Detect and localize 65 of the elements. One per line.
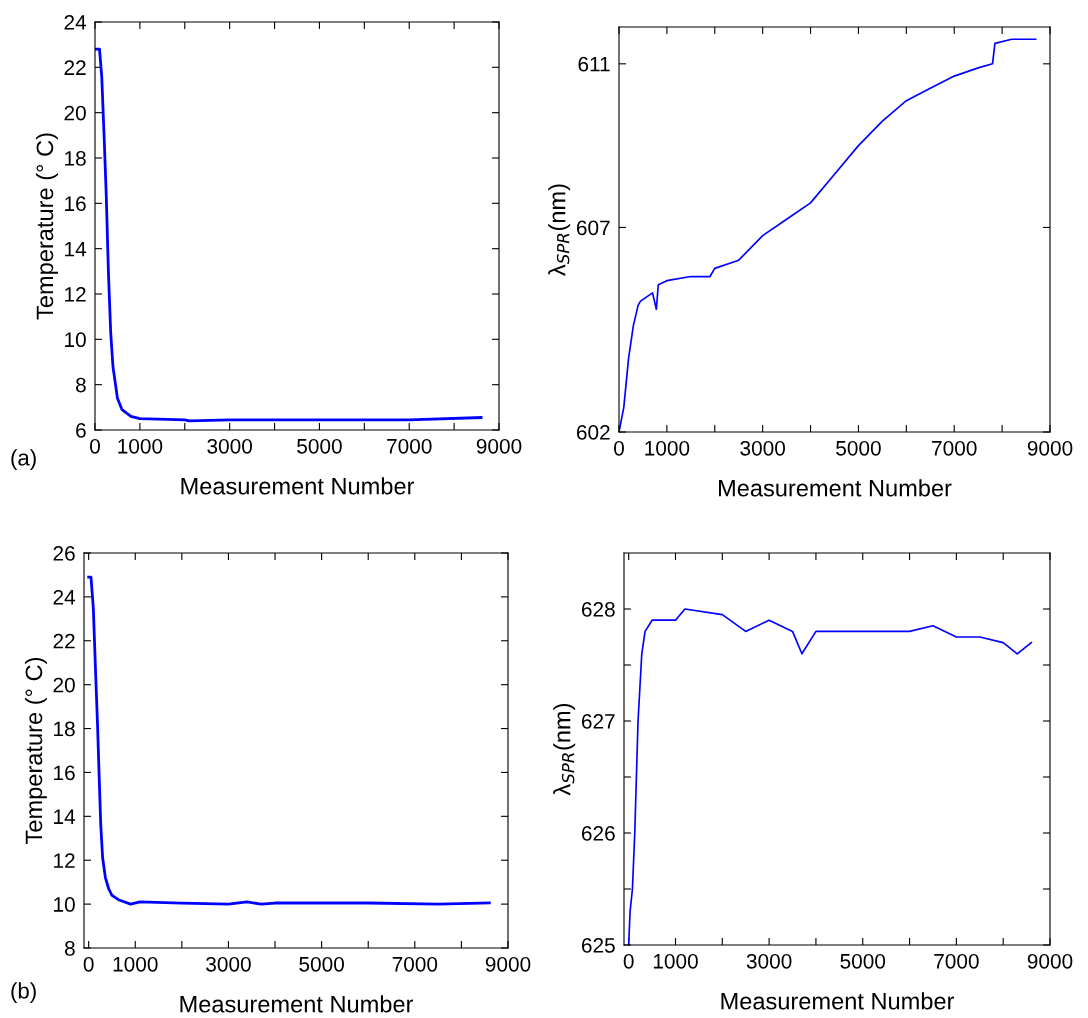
x-tick-label: 7000 [934,953,979,969]
x-tick-label: 3000 [740,440,786,456]
y-tick-label: 22 [53,633,75,649]
x-tick-label: 1000 [645,440,690,456]
x-axis-title: Measurement Number [181,477,415,495]
x-tick-label: 0 [83,956,94,972]
y-tick-label: 18 [54,721,75,737]
x-tick-label: 5000 [836,440,881,456]
y-tick-label: 6 [76,423,86,438]
y-tick-label: 14 [65,241,87,257]
x-axis-title: Measurement Number [180,995,414,1013]
x-tick-label: 0 [623,953,634,969]
y-tick-label: 16 [65,196,86,212]
y-axis-title: Temperature (° C) [24,658,47,844]
x-tick-label: 1000 [118,438,163,454]
x-tick-label: 7000 [932,440,977,456]
line-series [619,38,1037,432]
x-tick-label: 9000 [1027,440,1073,456]
y-axis-title: Temperature (° C) [35,133,58,320]
x-tick-label: 0 [614,440,624,456]
y-axis-title: λ$_{SPR}$(nm) [548,184,571,276]
y-tick-label: 626 [581,826,615,841]
y-tick-label: 627 [581,714,615,729]
line-series [95,47,483,423]
x-tick-label: 1000 [113,956,158,972]
x-tick-label: 3000 [207,438,253,454]
y-tick-label: 26 [53,546,75,561]
y-tick-label: 14 [54,809,76,824]
y-tick-label: 24 [64,15,87,30]
x-axis-title: Measurement Number [719,479,952,497]
y-tick-label: 12 [65,287,86,302]
line-series [87,575,491,906]
y-tick-label: 12 [54,853,75,868]
x-tick-label: 9000 [1027,953,1073,969]
y-tick-label: 22 [64,60,86,75]
x-tick-label: 3000 [746,953,792,969]
y-tick-label: 20 [64,105,86,121]
text: (b) [11,982,36,1003]
x-tick-label: 7000 [387,438,432,454]
x-tick-label: 5000 [299,956,344,972]
x-axis-title: Measurement Number [721,992,955,1010]
text: (a) [11,449,36,470]
x-tick-label: 5000 [297,438,342,454]
x-tick-label: 5000 [840,953,886,969]
y-tick-label: 602 [576,425,610,440]
x-tick-label: 9000 [485,956,531,972]
x-tick-label: 1000 [653,953,698,969]
y-tick-label: 611 [578,56,610,72]
y-tick-label: 10 [54,897,75,912]
y-tick-label: 24 [53,589,76,605]
y-tick-label: 628 [581,602,615,617]
x-tick-label: 3000 [206,956,251,972]
y-tick-label: 18 [65,151,86,166]
x-tick-label: 7000 [392,956,438,972]
line-series [627,608,1033,945]
y-tick-label: 20 [53,677,75,693]
y-tick-label: 625 [581,938,615,953]
y-tick-label: 10 [65,332,86,348]
y-tick-label: 607 [576,220,610,236]
y-tick-label: 16 [54,765,75,781]
y-tick-label: 8 [75,377,86,393]
x-tick-label: 9000 [476,438,522,454]
y-tick-label: 8 [64,941,75,956]
x-tick-label: 0 [90,438,100,454]
y-axis-title: λ$_{SPR}$(nm) [553,703,576,796]
